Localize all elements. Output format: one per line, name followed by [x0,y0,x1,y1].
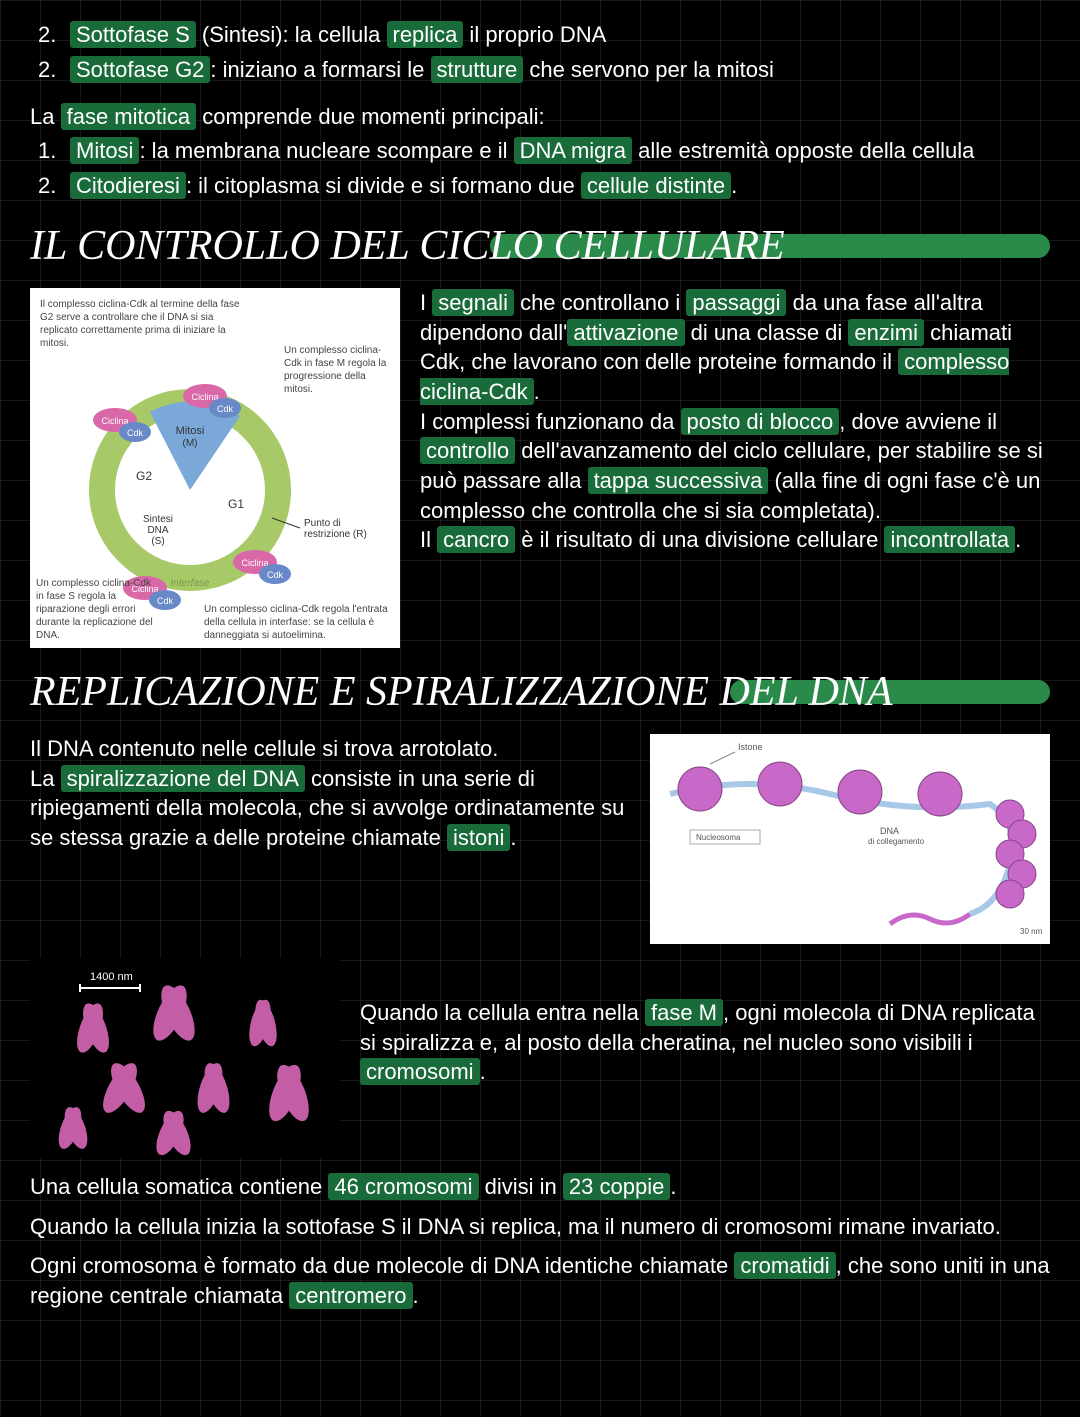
cycle-diagram: Il complesso ciclina-Cdk al termine dell… [30,288,400,648]
list-item: 1. Mitosi: la membrana nucleare scompare… [30,136,1050,167]
label-g2: G2 [136,469,152,483]
highlight: replica [387,21,464,48]
dna-text-1: Il DNA contenuto nelle cellule si trova … [30,734,630,853]
chromosome-image: 1400 nm [30,958,340,1158]
caption-right: Un complesso ciclina-Cdk in fase M regol… [284,344,394,396]
highlight: Sottofase G2 [70,56,210,83]
list-text: Citodieresi: il citoplasma si divide e s… [70,171,1050,202]
scale-label: 1400 nm [90,971,133,983]
section-dna-row2: 1400 nm Quando la ce [30,958,1050,1158]
caption-bottom: Un complesso ciclina-Cdk regola l'entrat… [204,603,394,642]
label-interfase: Interfase [171,578,210,589]
heading-replication: REPLICAZIONE E SPIRALIZZAZIONE DEL DNA [30,668,1050,716]
highlight: DNA migra [514,137,632,164]
para: Una cellula somatica contiene 46 cromoso… [30,1172,1050,1202]
highlight: cellule distinte [581,172,731,199]
intro-line: La fase mitotica comprende due momenti p… [30,102,1050,133]
svg-text:Cdk: Cdk [127,428,144,438]
list-text: Mitosi: la membrana nucleare scompare e … [70,136,1050,167]
label-g1: G1 [228,497,244,511]
list-item: 2. Sottofase G2: iniziano a formarsi le … [30,55,1050,86]
list-text: Sottofase G2: iniziano a formarsi le str… [70,55,1050,86]
list-item: 2. Citodieresi: il citoplasma si divide … [30,171,1050,202]
svg-text:Cdk: Cdk [157,596,174,606]
heading-cycle-control: IL CONTROLLO DEL CICLO CELLULARE [30,222,1050,270]
svg-text:Cdk: Cdk [267,570,284,580]
label-mitosi: Mitosi [176,425,205,437]
svg-text:Istone: Istone [738,742,763,752]
list-number: 2. [30,20,70,51]
svg-text:restrizione (R): restrizione (R) [304,529,367,540]
svg-text:(M): (M) [183,438,198,449]
list-number: 2. [30,171,70,202]
dna-diagram: Istone DNA di collegamento Nucleosoma 30… [650,734,1050,944]
list-number: 2. [30,55,70,86]
caption-left: Un complesso ciclina-Cdk in fase S regol… [36,577,156,642]
highlight: strutture [431,56,524,83]
section-dna-row1: Il DNA contenuto nelle cellule si trova … [30,734,1050,944]
svg-text:Nucleosoma: Nucleosoma [696,833,741,842]
svg-text:(S): (S) [151,536,164,547]
bottom-list: 1. Mitosi: la membrana nucleare scompare… [30,136,1050,202]
cycle-text: I segnali che controllano i passaggi da … [420,288,1050,555]
highlight: fase mitotica [61,103,197,130]
label-sintesi: Sintesi [143,514,173,525]
svg-text:di collegamento: di collegamento [868,837,925,846]
svg-text:30 nm: 30 nm [1020,927,1043,936]
section-cycle-row: Il complesso ciclina-Cdk al termine dell… [30,288,1050,648]
top-list: 2. Sottofase S (Sintesi): la cellula rep… [30,20,1050,86]
svg-text:Cdk: Cdk [217,404,234,414]
list-text: Sottofase S (Sintesi): la cellula replic… [70,20,1050,51]
para: Ogni cromosoma è formato da due molecole… [30,1251,1050,1310]
highlight: Citodieresi [70,172,186,199]
para: Quando la cellula inizia la sottofase S … [30,1212,1050,1242]
caption-top: Il complesso ciclina-Cdk al termine dell… [40,298,240,350]
label-punto-r: Punto di [304,518,341,529]
highlight: Sottofase S [70,21,196,48]
list-item: 2. Sottofase S (Sintesi): la cellula rep… [30,20,1050,51]
checkpoint: Ciclina Cdk [233,550,291,584]
list-number: 1. [30,136,70,167]
svg-text:DNA: DNA [880,826,899,836]
svg-text:DNA: DNA [147,525,168,536]
section-chromosomes: Una cellula somatica contiene 46 cromoso… [30,1172,1050,1311]
highlight: Mitosi [70,137,139,164]
dna-text-2: Quando la cellula entra nella fase M, og… [360,958,1050,1087]
